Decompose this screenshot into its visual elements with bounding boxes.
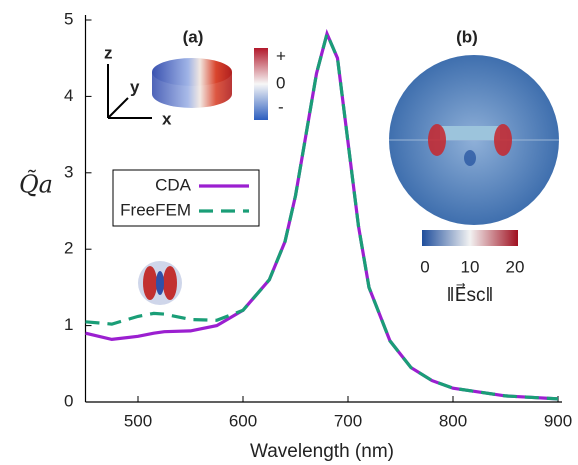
colorbar-tick: 0 [420,257,429,276]
y-tick-label: 0 [64,391,73,410]
panel-label: (a) [183,27,204,46]
inset-a [107,48,268,305]
y-axis-label: Q̃a [19,170,53,198]
colorbar-label: + [276,46,286,65]
legend-label: CDA [155,175,192,194]
data-line [85,28,559,401]
y-tick-label: 5 [64,9,73,28]
axis-letter: y [130,77,140,96]
x-tick-label: 500 [124,411,152,430]
legend-label: FreeFEM [120,200,191,219]
y-tick-label: 1 [64,315,73,334]
axis-letter: x [162,109,172,128]
colorbar-title: ‖E⃗sc‖ [447,283,494,306]
axis-letter: z [104,43,113,62]
y-tick-label: 2 [64,239,73,258]
y-tick-label: 4 [64,86,73,105]
x-axis-label: Wavelength (nm) [250,441,394,462]
x-tick-label: 900 [544,411,572,430]
inset-b [389,55,559,246]
panel-label: (b) [456,27,478,46]
legend-box [112,169,260,227]
colorbar-label: 0 [276,73,285,92]
x-tick-label: 600 [229,411,257,430]
colorbar-label: - [278,97,284,116]
colorbar-tick: 10 [461,257,480,276]
colorbar-tick: 20 [506,257,525,276]
x-tick-label: 800 [439,411,467,430]
x-tick-label: 700 [334,411,362,430]
y-tick-label: 3 [64,162,73,181]
